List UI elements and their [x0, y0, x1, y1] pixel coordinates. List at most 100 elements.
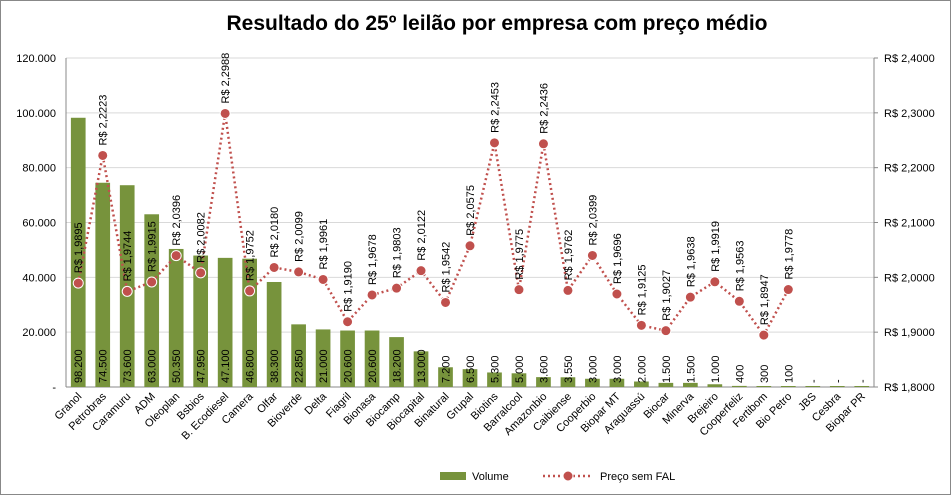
y-tick-label: -: [52, 382, 56, 394]
price-marker: [611, 288, 623, 300]
bar: [707, 384, 723, 387]
bar: [462, 369, 478, 387]
bar-value-label: 22.850: [294, 349, 306, 383]
y2-tick-label: R$ 2,0000: [884, 272, 935, 284]
bar: [95, 182, 111, 387]
legend-swatch: [440, 472, 466, 480]
price-value-label: R$ 2,0180: [269, 207, 281, 258]
bar-value-label: 47.100: [220, 349, 232, 383]
price-marker: [635, 319, 647, 331]
bar: [340, 330, 355, 387]
price-marker: [709, 276, 721, 288]
price-marker: [513, 284, 525, 296]
y2-tick-label: R$ 2,3000: [884, 108, 935, 120]
bar: [389, 337, 404, 387]
bar-value-label: 38.300: [269, 349, 281, 383]
bar-value-label: 5.300: [489, 355, 501, 383]
price-marker: [415, 265, 427, 277]
price-marker: [293, 266, 305, 278]
price-marker: [121, 285, 133, 297]
price-value-label: R$ 1,8947: [759, 274, 771, 325]
bar-value-label: 20.600: [367, 349, 379, 383]
y2-tick-label: R$ 1,9000: [884, 327, 935, 339]
bar: [536, 377, 551, 387]
bar-value-label: 21.000: [318, 349, 330, 383]
bar-value-label: 7.200: [441, 355, 453, 383]
price-marker: [440, 296, 452, 308]
bar: [560, 377, 576, 387]
price-marker: [146, 276, 158, 288]
bar-value-label: 3.550: [563, 355, 575, 383]
bar: [487, 372, 502, 387]
price-value-label: R$ 1,9803: [392, 227, 404, 278]
price-marker: [586, 249, 598, 261]
bar: [658, 382, 674, 387]
bar: [193, 255, 209, 387]
bar-value-label: -: [808, 379, 820, 383]
bar-value-label: 46.800: [245, 349, 257, 383]
price-value-label: R$ 1,9190: [343, 261, 355, 312]
price-value-label: R$ 1,9638: [685, 236, 697, 287]
legend-marker: [562, 470, 574, 482]
price-marker: [488, 137, 500, 149]
chart-title: Resultado do 25º leilão por empresa com …: [227, 12, 768, 35]
bar: [168, 248, 184, 387]
price-marker: [244, 285, 256, 297]
price-marker: [464, 240, 476, 252]
price-value-label: R$ 1,9752: [245, 230, 257, 281]
price-marker: [317, 273, 329, 285]
bar-value-label: 3.000: [612, 355, 624, 383]
price-value-label: R$ 2,0575: [465, 185, 477, 236]
price-marker: [733, 295, 745, 307]
price-marker: [342, 316, 354, 328]
bar: [731, 385, 747, 387]
price-value-label: R$ 1,9919: [710, 221, 722, 272]
price-marker: [268, 261, 280, 273]
price-value-label: R$ 1,9778: [783, 229, 795, 280]
price-marker: [219, 107, 231, 119]
bar-value-label: 47.950: [196, 349, 208, 383]
bar-value-label: 73.600: [122, 349, 134, 383]
price-value-label: R$ 2,0082: [196, 212, 208, 263]
price-value-label: R$ 1,9961: [318, 219, 330, 270]
bar-value-label: -: [857, 379, 869, 383]
price-value-label: R$ 2,2988: [220, 53, 232, 104]
bar: [585, 378, 600, 387]
price-marker: [562, 284, 574, 296]
price-value-label: R$ 1,9696: [612, 233, 624, 284]
bar: [266, 281, 282, 387]
bar: [829, 386, 845, 387]
y2-tick-label: R$ 2,1000: [884, 218, 935, 230]
y-tick-label: 120.000: [16, 53, 56, 65]
price-marker: [195, 267, 207, 279]
price-marker: [758, 329, 770, 341]
y-tick-label: 60.000: [22, 218, 56, 230]
price-value-label: R$ 2,2453: [489, 82, 501, 133]
bar-value-label: 63.000: [147, 349, 159, 383]
price-marker: [782, 284, 794, 296]
price-marker: [684, 291, 696, 303]
price-marker: [660, 325, 672, 337]
legend-label: Preço sem FAL: [600, 471, 675, 483]
bar-value-label: 1.000: [710, 355, 722, 383]
bar: [609, 378, 625, 387]
y2-tick-label: R$ 2,4000: [884, 53, 935, 65]
bar-value-label: 3.000: [587, 355, 599, 383]
bar: [780, 386, 796, 387]
bar: [144, 214, 160, 387]
bar-value-label: 6.500: [465, 355, 477, 383]
bar-value-label: 1.500: [685, 355, 697, 383]
bar-value-label: 100: [783, 365, 795, 383]
price-value-label: R$ 2,0396: [171, 195, 183, 246]
price-value-label: R$ 1,9563: [734, 241, 746, 292]
bar-value-label: 74.500: [98, 349, 110, 383]
bar: [315, 329, 331, 387]
price-value-label: R$ 2,0122: [416, 210, 428, 261]
price-value-label: R$ 1,9125: [636, 265, 648, 316]
bar-value-label: 50.350: [171, 349, 183, 383]
price-value-label: R$ 1,9775: [514, 229, 526, 280]
bar: [70, 117, 86, 387]
price-value-label: R$ 1,9744: [122, 231, 134, 282]
price-value-label: R$ 1,9542: [441, 242, 453, 293]
